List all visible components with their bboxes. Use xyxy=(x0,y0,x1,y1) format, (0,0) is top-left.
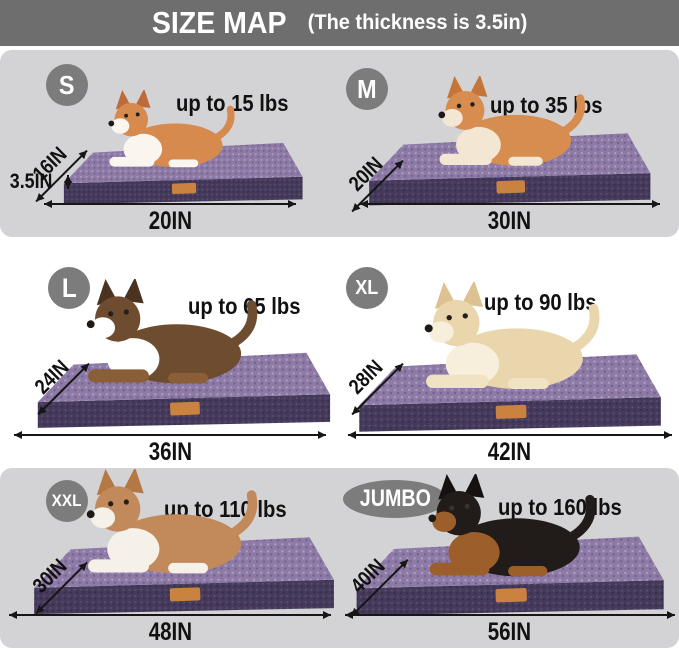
size-panel-m: M up to 35 lbs 20IN xyxy=(340,50,679,237)
dog-illustration-corgi xyxy=(108,90,235,168)
dog-illustration-australian-shepherd xyxy=(86,279,258,384)
width-dimension: 30IN xyxy=(359,200,660,236)
width-arrow xyxy=(344,611,675,619)
dog-illustration-golden-retriever xyxy=(424,282,599,390)
weight-capacity-label: up to 90 lbs xyxy=(484,289,597,315)
width-arrow xyxy=(44,200,296,208)
size-badge-xl: XL xyxy=(346,267,388,309)
width-dimension: 56IN xyxy=(344,611,675,647)
weight-capacity-label: up to 65 lbs xyxy=(188,293,301,319)
page-title: SIZE MAP xyxy=(152,5,287,40)
width-label: 36IN xyxy=(148,438,192,466)
header-banner: SIZE MAP (The thickness is 3.5in) xyxy=(0,0,679,46)
width-arrow xyxy=(14,431,326,439)
width-dimension: 36IN xyxy=(14,431,326,467)
size-panel-xxl: XXL up to 110 lbs 30IN xyxy=(0,468,340,648)
thickness-label: 3.5IN xyxy=(9,170,53,193)
width-arrow xyxy=(359,200,660,208)
dog-nose xyxy=(108,120,115,127)
thickness-note: (The thickness is 3.5in) xyxy=(307,11,527,34)
dog-illustration-shiba-inu xyxy=(437,76,585,167)
width-dimension: 20IN xyxy=(44,200,296,236)
weight-capacity-label: up to 160 lbs xyxy=(498,494,622,520)
dog-illustration-husky xyxy=(86,469,258,574)
thickness-arrow xyxy=(67,175,70,189)
width-label: 48IN xyxy=(148,618,192,646)
size-badge-m: M xyxy=(346,68,388,110)
size-panel-xl: XL up to 90 lbs 28IN xyxy=(340,237,679,468)
size-badge-l: L xyxy=(48,267,90,309)
width-dimension: 42IN xyxy=(347,431,672,467)
width-label: 42IN xyxy=(487,438,532,466)
size-panel-s: S up to 15 lbs 16IN xyxy=(0,50,340,237)
thickness-dimension: 3.5IN xyxy=(6,167,75,197)
size-badge-s: S xyxy=(46,64,88,106)
dog-illustration-doberman xyxy=(427,473,595,576)
size-panel-l: L up to 65 lbs 24IN xyxy=(0,237,340,468)
width-label: 56IN xyxy=(487,618,532,646)
width-label: 30IN xyxy=(487,207,532,235)
width-label: 20IN xyxy=(148,207,192,235)
size-badge-jumbo: JUMBO xyxy=(343,480,447,518)
size-badge-xxl: XXL xyxy=(46,480,88,522)
width-arrow xyxy=(9,611,331,619)
size-panel-jumbo: JUMBO up to 160 lbs 40IN xyxy=(340,468,679,648)
width-dimension: 48IN xyxy=(9,611,331,647)
width-arrow xyxy=(347,431,672,439)
